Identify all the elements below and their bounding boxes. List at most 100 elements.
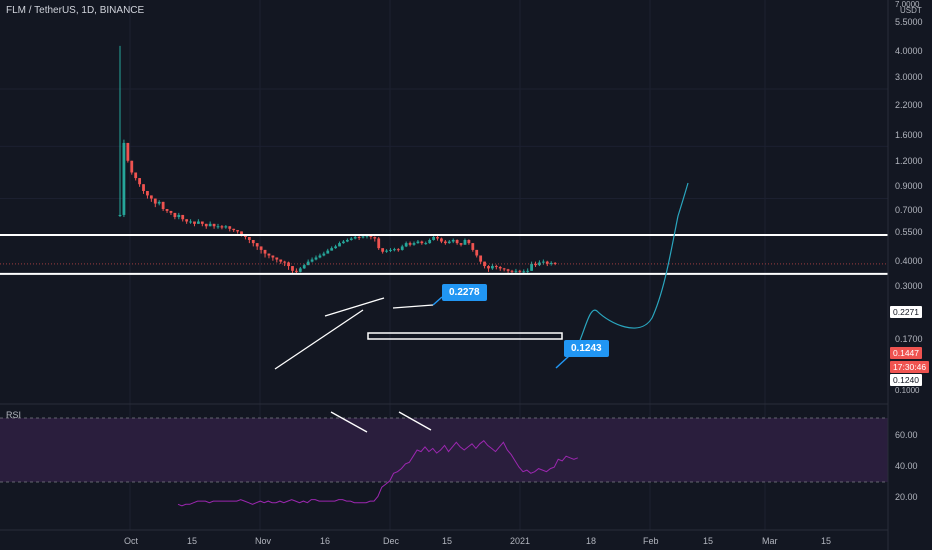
candle-body (487, 266, 490, 269)
rsi-tick: 20.00 (895, 492, 918, 502)
candle-body (338, 243, 341, 247)
candle-body (314, 257, 318, 260)
price-tick: 0.5500 (895, 227, 923, 237)
price-tick: 0.1700 (895, 334, 923, 344)
candle-body (396, 249, 400, 251)
candle-body (298, 268, 302, 272)
candle-body (134, 172, 138, 179)
candle-body (126, 142, 130, 161)
candle-body (443, 241, 447, 244)
rsi-trendline-2[interactable] (398, 411, 432, 431)
candle-body (251, 239, 255, 244)
candle-body (345, 239, 349, 242)
time-tick: 15 (821, 536, 832, 546)
candle-body (467, 239, 471, 244)
candle-body (189, 221, 192, 223)
candle-body (240, 231, 243, 235)
candle-body (173, 212, 177, 218)
time-tick: 18 (586, 536, 597, 546)
candle-body (342, 241, 345, 244)
candle-body (228, 226, 232, 229)
candle-body (420, 241, 424, 244)
candle-body (436, 236, 439, 239)
candle-body (247, 236, 251, 240)
projection-curve[interactable] (577, 182, 689, 346)
candle-body (177, 214, 181, 218)
candle-body (498, 266, 502, 269)
trendline-lower[interactable] (274, 309, 364, 370)
candle-body (275, 257, 279, 260)
candle-body (330, 248, 334, 251)
price-tick: 4.0000 (895, 46, 923, 56)
candle-body (361, 236, 365, 238)
candlestick-series (118, 45, 557, 274)
candle-body (263, 249, 267, 254)
candle-body (193, 221, 196, 224)
candle-body (483, 261, 486, 267)
candle-body (447, 241, 451, 244)
candle-body (377, 238, 381, 249)
price-tick: 1.2000 (895, 156, 923, 166)
trendline-top[interactable] (392, 304, 434, 309)
candle-body (161, 201, 165, 210)
callout-lower[interactable]: 0.1243 (564, 340, 609, 357)
candle-body (357, 236, 361, 238)
rsi-label[interactable]: RSI (6, 410, 22, 420)
candle-body (349, 238, 353, 240)
candle-body (169, 210, 173, 213)
candle-body (459, 243, 463, 245)
candle-body (255, 243, 259, 247)
candle-body (424, 243, 428, 245)
candle-body (267, 253, 271, 256)
time-tick: Nov (255, 536, 272, 546)
candle-body (197, 221, 200, 224)
candle-body (122, 142, 126, 215)
candle-body (334, 246, 337, 249)
range-box[interactable] (367, 332, 563, 340)
resistance-price-tag: 0.2271 (890, 306, 922, 318)
price-tick: 1.6000 (895, 130, 923, 140)
current-price-tag: 0.1447 (890, 347, 922, 359)
candle-body (149, 195, 153, 199)
candle-body (271, 255, 275, 258)
candle-body (522, 271, 526, 273)
candle-body (494, 266, 498, 268)
price-tick: 3.0000 (895, 72, 923, 82)
rsi-tick: 40.00 (895, 461, 918, 471)
time-tick: 2021 (510, 536, 531, 546)
callout-lower-pointer (555, 355, 570, 369)
candle-body (408, 243, 412, 245)
candle-body (306, 261, 310, 266)
support-price-tag: 0.1240 (890, 374, 922, 386)
candle-body (455, 239, 459, 244)
candle-body (479, 255, 483, 262)
candle-body (212, 223, 216, 227)
candle-body (326, 250, 330, 254)
price-tick: 2.2000 (895, 100, 923, 110)
rsi-trendline-1[interactable] (330, 411, 368, 433)
price-tick: 0.9000 (895, 181, 923, 191)
candle-body (538, 262, 541, 266)
candle-body (530, 263, 533, 271)
trendline-upper[interactable] (324, 297, 385, 317)
rsi-line (177, 440, 578, 507)
time-tick: 15 (187, 536, 198, 546)
candle-body (353, 236, 357, 239)
candle-body (138, 178, 141, 185)
chart-title[interactable]: FLM / TetherUS, 1D, BINANCE (6, 5, 145, 16)
candle-body (506, 269, 510, 271)
price-tick: 7.0000 (895, 0, 920, 9)
candle-body (130, 160, 134, 173)
callout-upper[interactable]: 0.2278 (442, 284, 487, 301)
time-tick: 15 (703, 536, 714, 546)
candle-body (416, 241, 420, 244)
candle-body (208, 223, 212, 227)
candle-body (545, 261, 549, 264)
candle-body (224, 226, 228, 228)
candle-body (291, 266, 294, 271)
candle-body (541, 261, 545, 263)
price-unit: USDT (900, 6, 922, 15)
candle-body (318, 255, 322, 258)
price-tick: 0.3000 (895, 281, 923, 291)
